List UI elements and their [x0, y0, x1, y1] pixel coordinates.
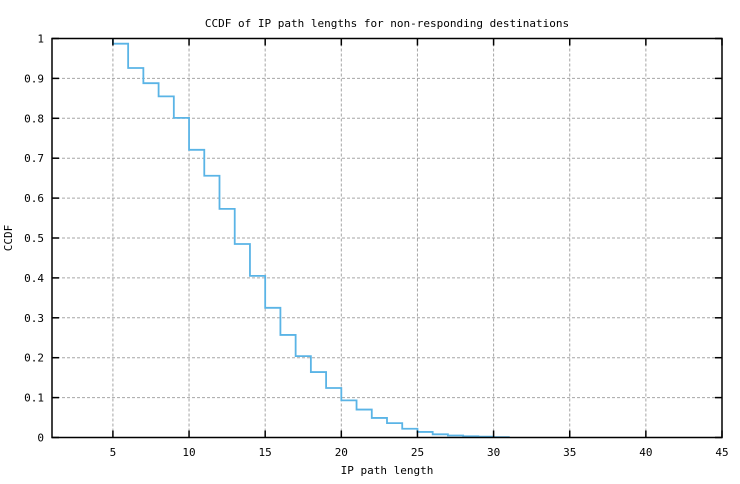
y-tick-label: 0.9	[24, 72, 44, 85]
ccdf-step-line	[112, 38, 510, 439]
y-tick-label: 0.5	[24, 232, 44, 245]
y-tick-label: 0.8	[24, 112, 44, 125]
grid-layer	[52, 38, 722, 438]
y-tick-label: 0.4	[24, 272, 44, 285]
x-tick-label: 40	[639, 446, 652, 459]
y-axis-label: CCDF	[2, 225, 15, 252]
y-tick-label: 0.1	[24, 392, 44, 405]
x-tick-label: 35	[563, 446, 576, 459]
y-tick-label: 0.6	[24, 192, 44, 205]
y-tick-label: 0	[37, 432, 44, 445]
x-tick-label: 15	[259, 446, 272, 459]
chart-title: CCDF of IP path lengths for non-respondi…	[205, 17, 569, 30]
x-tick-label: 5	[110, 446, 117, 459]
y-tick-label: 0.7	[24, 152, 44, 165]
x-tick-label: 25	[411, 446, 424, 459]
y-tick-label: 0.2	[24, 352, 44, 365]
x-tick-label: 30	[487, 446, 500, 459]
x-tick-label: 20	[335, 446, 348, 459]
y-tick-label: 1	[37, 33, 44, 46]
y-tick-label: 0.3	[24, 312, 44, 325]
tick-label-layer: 5 10 15 20 25 30 35 40 45 0 0.1 0.2 0.3 0.4 0.5 0.6 0.7 0…	[24, 33, 729, 460]
axes-layer	[51, 37, 723, 439]
x-tick-label: 10	[182, 446, 195, 459]
x-tick-label: 45	[715, 446, 728, 459]
series-layer	[112, 38, 510, 439]
x-axis-label: IP path length	[341, 464, 434, 477]
